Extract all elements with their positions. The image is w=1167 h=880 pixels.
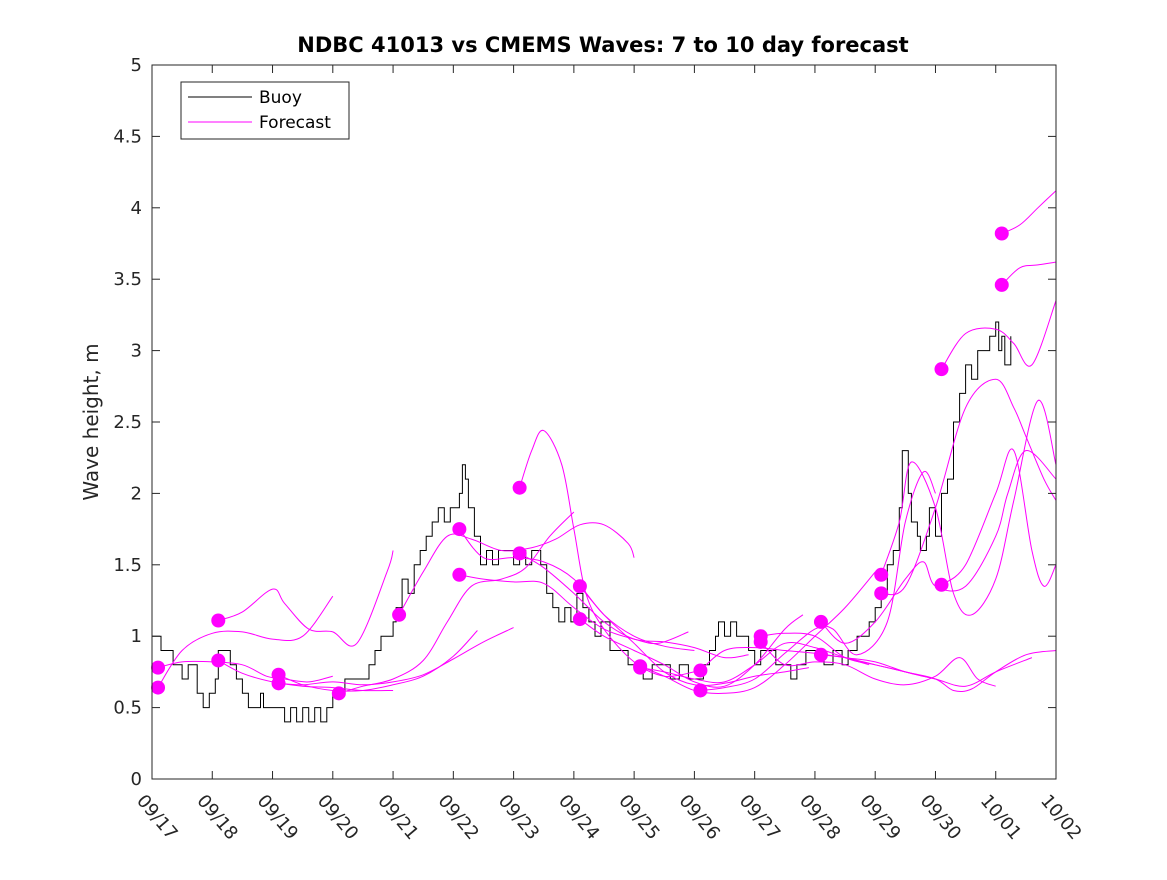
- y-tick-label-9: 4.5: [113, 126, 142, 147]
- forecast-start-marker-12: [572, 579, 587, 594]
- legend: Buoy Forecast: [180, 81, 350, 140]
- forecast-start-marker-0: [151, 660, 166, 675]
- forecast-start-marker-1: [151, 680, 166, 695]
- forecast-start-marker-27: [994, 277, 1009, 292]
- x-tick-label-13: 09/30: [916, 791, 965, 844]
- forecast-series-line-1: [157, 595, 334, 688]
- forecast-series-line-15: [640, 641, 870, 684]
- forecast-start-marker-7: [392, 607, 407, 622]
- legend-forecast-label: Forecast: [259, 113, 331, 133]
- forecast-series-line-4: [278, 630, 478, 692]
- forecast-start-marker-9: [452, 522, 467, 537]
- forecast-series-line-13: [579, 614, 804, 688]
- x-tick-label-9: 09/26: [675, 791, 724, 844]
- x-tick-label-14: 10/01: [976, 791, 1025, 844]
- forecast-start-marker-10: [512, 480, 527, 495]
- forecast-start-marker-23: [874, 586, 889, 601]
- forecast-start-marker-24: [934, 577, 949, 592]
- forecast-series-line-26: [1001, 190, 1056, 234]
- legend-buoy-label: Buoy: [259, 88, 302, 108]
- x-tick-label-6: 09/23: [494, 791, 543, 844]
- forecast-series-line-0: [157, 660, 333, 683]
- y-tick-label-7: 3.5: [113, 269, 142, 290]
- forecast-start-marker-16: [693, 663, 708, 678]
- forecast-series-line-2: [218, 550, 394, 647]
- forecast-series-line-17: [700, 470, 936, 691]
- forecast-series-line-12: [579, 585, 809, 687]
- forecast-series-line-22: [880, 400, 1056, 616]
- buoy-series-line: [152, 321, 1012, 723]
- forecast-start-marker-13: [572, 612, 587, 627]
- plot-area: [151, 65, 1056, 779]
- forecast-start-marker-20: [813, 614, 828, 629]
- y-tick-label-8: 4: [131, 198, 142, 219]
- x-tick-label-10: 09/27: [735, 791, 784, 844]
- forecast-start-marker-8: [452, 567, 467, 582]
- y-tick-label-0: 0: [131, 769, 142, 790]
- forecast-series-line-6: [338, 511, 575, 694]
- forecast-series-line-25: [941, 300, 1056, 370]
- y-tick-label-6: 3: [131, 341, 142, 362]
- y-axis-label: Wave height, m: [79, 343, 103, 500]
- forecast-series-line-19: [760, 641, 996, 687]
- x-tick-label-2: 09/19: [253, 791, 302, 844]
- x-tick-label-4: 09/21: [373, 791, 422, 844]
- forecast-series-line-27: [1001, 261, 1056, 286]
- y-tick-label-4: 2: [131, 483, 142, 504]
- forecast-series-line-5: [278, 627, 514, 686]
- forecast-start-marker-25: [934, 362, 949, 377]
- x-tick-label-5: 09/22: [434, 791, 483, 844]
- forecast-start-marker-11: [512, 546, 527, 561]
- forecast-series-line-7: [398, 522, 635, 616]
- x-tick-label-0: 09/17: [132, 791, 181, 844]
- forecast-start-marker-6: [331, 686, 346, 701]
- forecast-start-marker-26: [994, 226, 1009, 241]
- y-tick-label-1: 0.5: [113, 698, 142, 719]
- y-tick-label-3: 1.5: [113, 555, 142, 576]
- x-tick-label-11: 09/28: [795, 791, 844, 844]
- forecast-start-marker-15: [633, 660, 648, 675]
- forecast-start-marker-22: [874, 567, 889, 582]
- forecast-series-line-10: [519, 429, 695, 678]
- forecast-series-line-9: [459, 528, 695, 651]
- forecast-start-marker-5: [271, 676, 286, 691]
- x-tick-label-12: 09/29: [855, 791, 904, 844]
- legend-box: [180, 81, 350, 140]
- y-tick-label-2: 1: [131, 626, 142, 647]
- forecast-series-line-23: [881, 378, 1056, 596]
- x-tick-label-8: 09/25: [614, 791, 663, 844]
- forecast-start-marker-3: [211, 653, 226, 668]
- forecast-series-line-14: [640, 571, 876, 694]
- y-tick-label-5: 2.5: [113, 412, 142, 433]
- x-tick-label-3: 09/20: [313, 791, 362, 844]
- x-tick-label-15: 10/02: [1036, 791, 1085, 844]
- plot-background: [152, 65, 1056, 779]
- forecast-start-marker-2: [211, 613, 226, 628]
- chart-title: NDBC 41013 vs CMEMS Waves: 7 to 10 day f…: [297, 33, 908, 57]
- forecast-series-line-24: [941, 448, 1056, 587]
- forecast-start-marker-19: [753, 634, 768, 649]
- forecast-series-line-8: [459, 574, 689, 645]
- forecast-series-line-21: [820, 650, 1056, 693]
- forecast-start-marker-17: [693, 683, 708, 698]
- x-tick-label-7: 09/24: [554, 791, 603, 844]
- forecast-start-marker-21: [813, 647, 828, 662]
- x-tick-label-1: 09/18: [192, 791, 241, 844]
- y-tick-label-10: 5: [131, 55, 142, 76]
